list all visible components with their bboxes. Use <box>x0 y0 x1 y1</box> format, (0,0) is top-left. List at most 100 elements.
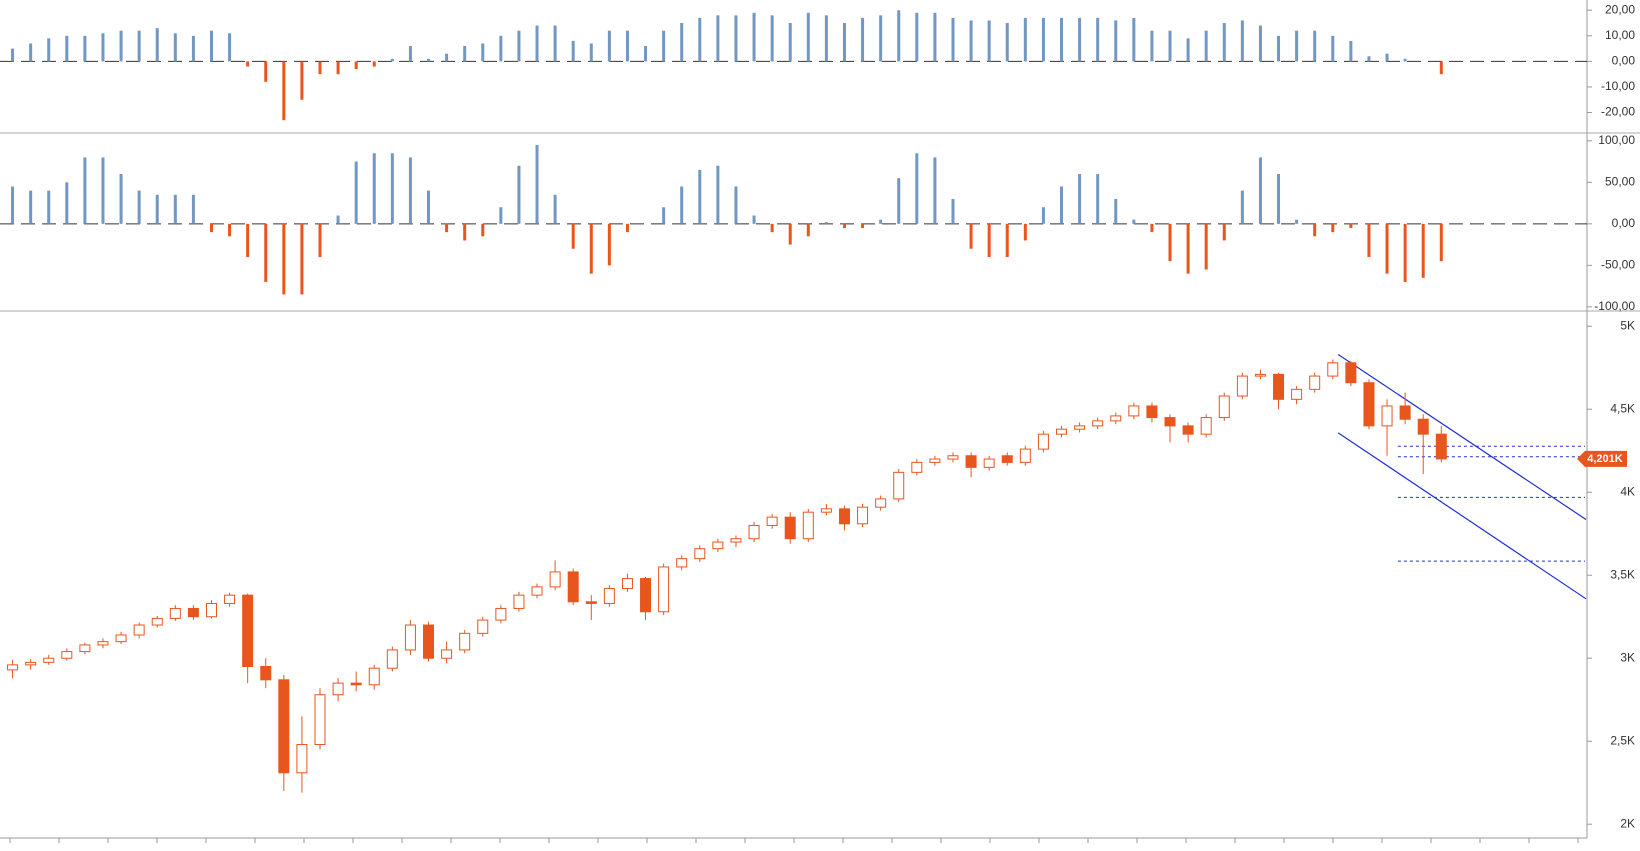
bar <box>1204 30 1208 62</box>
bar <box>824 15 828 62</box>
bar <box>535 25 539 62</box>
bar <box>1439 223 1443 262</box>
candle-body <box>1019 448 1031 463</box>
candle-body <box>965 455 977 468</box>
bar <box>29 190 33 224</box>
price-tag-label: 4,201K <box>1587 453 1623 465</box>
bar <box>155 28 159 62</box>
bar <box>1385 53 1389 62</box>
bar <box>1295 30 1299 62</box>
bar <box>644 46 648 62</box>
candle-body <box>1128 405 1140 417</box>
bar <box>191 194 195 224</box>
bar <box>662 207 666 224</box>
bar <box>1240 20 1244 62</box>
bar <box>933 12 937 62</box>
y-tick-label: 4K <box>1620 484 1635 498</box>
candle-body <box>1182 425 1194 435</box>
bar <box>806 223 810 237</box>
bar <box>119 30 123 62</box>
bar <box>842 23 846 62</box>
bar <box>1005 223 1009 258</box>
y-tick-label: 100,00 <box>1598 133 1635 147</box>
candle-body <box>260 666 272 681</box>
bar <box>734 15 738 62</box>
candle-body <box>1092 420 1104 427</box>
bar <box>698 169 702 224</box>
y-tick-label: 50,00 <box>1605 174 1635 188</box>
y-tick-label: 5K <box>1620 318 1635 332</box>
bar <box>1313 30 1317 62</box>
candle-body <box>838 508 850 525</box>
candle-body <box>875 498 887 508</box>
candle-body <box>7 664 19 671</box>
bar <box>915 12 919 62</box>
bar <box>83 35 87 62</box>
y-tick-label: 0,00 <box>1612 216 1636 230</box>
candle-body <box>1056 428 1068 435</box>
bar <box>752 215 756 224</box>
bar <box>1150 30 1154 62</box>
candle-body <box>1254 373 1266 377</box>
candle-body <box>205 602 217 618</box>
candle-body <box>1273 373 1285 400</box>
bar <box>589 223 593 274</box>
bar <box>1114 20 1118 62</box>
bar <box>1385 223 1389 274</box>
bar <box>806 12 810 62</box>
bar <box>336 61 340 75</box>
candle-body <box>477 619 489 634</box>
bar <box>282 61 286 121</box>
bar <box>300 223 304 295</box>
price-tag <box>1577 450 1627 467</box>
bar <box>969 223 973 249</box>
candle-body <box>549 571 561 588</box>
candle-body <box>1218 395 1230 419</box>
y-tick-label: -100,00 <box>1594 299 1635 313</box>
bar <box>553 194 557 224</box>
candle-body <box>459 632 471 651</box>
bar <box>1403 223 1407 282</box>
bar <box>1258 25 1262 62</box>
candle-body <box>893 471 905 500</box>
y-tick-label: 20,00 <box>1605 2 1635 16</box>
candle-body <box>1417 418 1429 435</box>
y-tick-label: -10,00 <box>1601 79 1635 93</box>
y-tick-label: 2K <box>1620 816 1635 830</box>
bar <box>571 40 575 62</box>
candle-body <box>730 538 742 543</box>
bar <box>499 35 503 62</box>
bar <box>209 223 213 233</box>
bar <box>372 61 376 67</box>
bar <box>517 30 521 62</box>
candle-body <box>1110 415 1122 422</box>
candle-body <box>567 571 579 603</box>
bar <box>897 10 901 62</box>
bar <box>517 165 521 224</box>
candle-body <box>857 506 869 525</box>
bar <box>571 223 575 249</box>
candle-body <box>1309 375 1321 390</box>
bar <box>842 223 846 228</box>
bar <box>662 30 666 62</box>
candle-body <box>441 649 453 659</box>
bar <box>173 194 177 224</box>
bar <box>11 48 15 62</box>
bar <box>119 174 123 224</box>
bar <box>228 33 232 62</box>
bar <box>481 223 485 237</box>
bar <box>445 223 449 233</box>
bar <box>1331 223 1335 233</box>
bar <box>427 58 431 62</box>
candle-body <box>495 607 507 621</box>
candle-body <box>694 548 706 560</box>
bar <box>1041 17 1045 62</box>
candle-body <box>1001 455 1013 463</box>
bar <box>951 198 955 224</box>
candle-body <box>43 657 55 663</box>
bar <box>101 33 105 62</box>
candle-body <box>350 682 362 686</box>
candle-body <box>1200 417 1212 435</box>
bar <box>65 182 69 224</box>
bar <box>1367 223 1371 258</box>
